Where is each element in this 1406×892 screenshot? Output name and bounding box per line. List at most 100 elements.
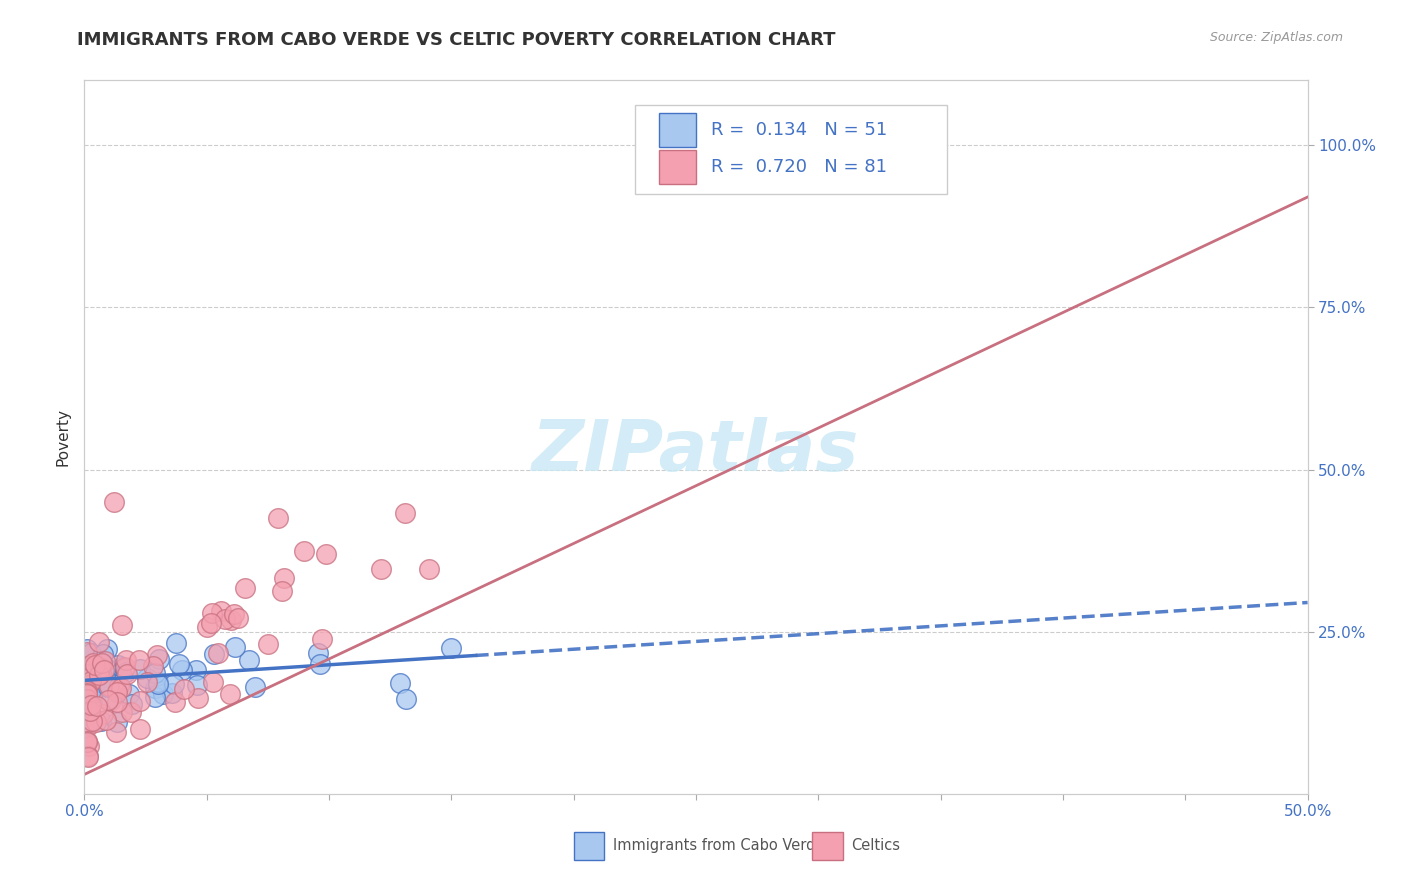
Point [270, 583, 292, 598]
Point [76, 735, 98, 749]
Point [273, 571, 295, 585]
Point [209, 604, 232, 618]
Point [143, 690, 166, 705]
Point [120, 705, 142, 719]
Point [129, 722, 152, 736]
Text: IMMIGRANTS FROM CABO VERDE VS CELTIC POVERTY CORRELATION CHART: IMMIGRANTS FROM CABO VERDE VS CELTIC POV… [77, 31, 835, 49]
Point [90, 665, 112, 680]
Point [226, 611, 249, 625]
Point [76, 691, 98, 706]
Point [80, 698, 103, 712]
Point [219, 613, 242, 627]
Point [76, 748, 98, 763]
Point [79, 739, 101, 753]
Bar [659, 150, 696, 185]
Point [96, 642, 118, 657]
Bar [813, 831, 842, 860]
Bar [659, 113, 696, 147]
Point [256, 637, 278, 651]
Text: ZIPatlas: ZIPatlas [533, 417, 859, 486]
Point [136, 671, 159, 685]
Point [107, 658, 129, 673]
Point [115, 667, 138, 681]
Point [84, 657, 107, 672]
Point [98, 679, 121, 693]
Point [148, 677, 170, 691]
Point [76, 645, 98, 659]
Point [121, 698, 143, 712]
Point [84, 714, 107, 729]
Point [266, 511, 288, 525]
Point [79, 704, 101, 718]
Point [87, 652, 110, 666]
Point [97, 680, 120, 694]
Point [94, 654, 117, 668]
Point [94, 661, 117, 675]
Point [90, 714, 112, 728]
Point [186, 678, 208, 692]
Point [222, 607, 245, 622]
Point [94, 669, 117, 683]
Point [83, 678, 105, 692]
Point [86, 699, 108, 714]
Point [76, 672, 98, 686]
Point [439, 640, 461, 655]
Text: Source: ZipAtlas.com: Source: ZipAtlas.com [1209, 31, 1343, 45]
Point [87, 668, 110, 682]
Point [186, 663, 208, 677]
Point [100, 692, 122, 706]
Text: Celtics: Celtics [851, 838, 900, 854]
Point [238, 653, 260, 667]
Point [201, 607, 224, 621]
Point [115, 665, 138, 679]
Point [76, 700, 98, 714]
Point [129, 662, 152, 676]
Point [311, 632, 333, 647]
Point [77, 678, 100, 692]
Point [207, 646, 229, 660]
Point [394, 506, 416, 520]
Point [76, 683, 98, 698]
Point [76, 682, 98, 697]
Point [76, 642, 98, 657]
Point [292, 543, 315, 558]
FancyBboxPatch shape [636, 105, 946, 194]
Point [224, 640, 246, 655]
Point [108, 679, 131, 693]
Point [77, 666, 100, 681]
Point [148, 651, 170, 665]
Point [195, 620, 218, 634]
Point [89, 660, 111, 674]
Point [105, 684, 128, 698]
Point [93, 663, 115, 677]
Point [389, 675, 412, 690]
Point [136, 675, 159, 690]
Point [76, 733, 98, 747]
Point [93, 670, 115, 684]
Point [143, 681, 166, 696]
Point [200, 616, 222, 631]
Point [97, 692, 120, 706]
Point [114, 660, 136, 674]
Point [245, 681, 267, 695]
Point [79, 673, 101, 688]
Point [90, 657, 112, 671]
Point [214, 612, 236, 626]
Text: R =  0.134   N = 51: R = 0.134 N = 51 [710, 121, 887, 139]
Point [163, 676, 186, 690]
Point [309, 657, 332, 672]
Point [77, 750, 100, 764]
Point [307, 646, 329, 660]
Point [91, 676, 114, 690]
Point [77, 708, 100, 723]
Point [233, 581, 256, 595]
Point [105, 714, 128, 729]
Point [395, 691, 418, 706]
Point [80, 673, 103, 688]
Point [80, 646, 103, 660]
Y-axis label: Poverty: Poverty [55, 408, 70, 467]
Point [104, 725, 127, 739]
Point [91, 648, 114, 662]
Point [89, 634, 111, 648]
Point [219, 687, 242, 701]
